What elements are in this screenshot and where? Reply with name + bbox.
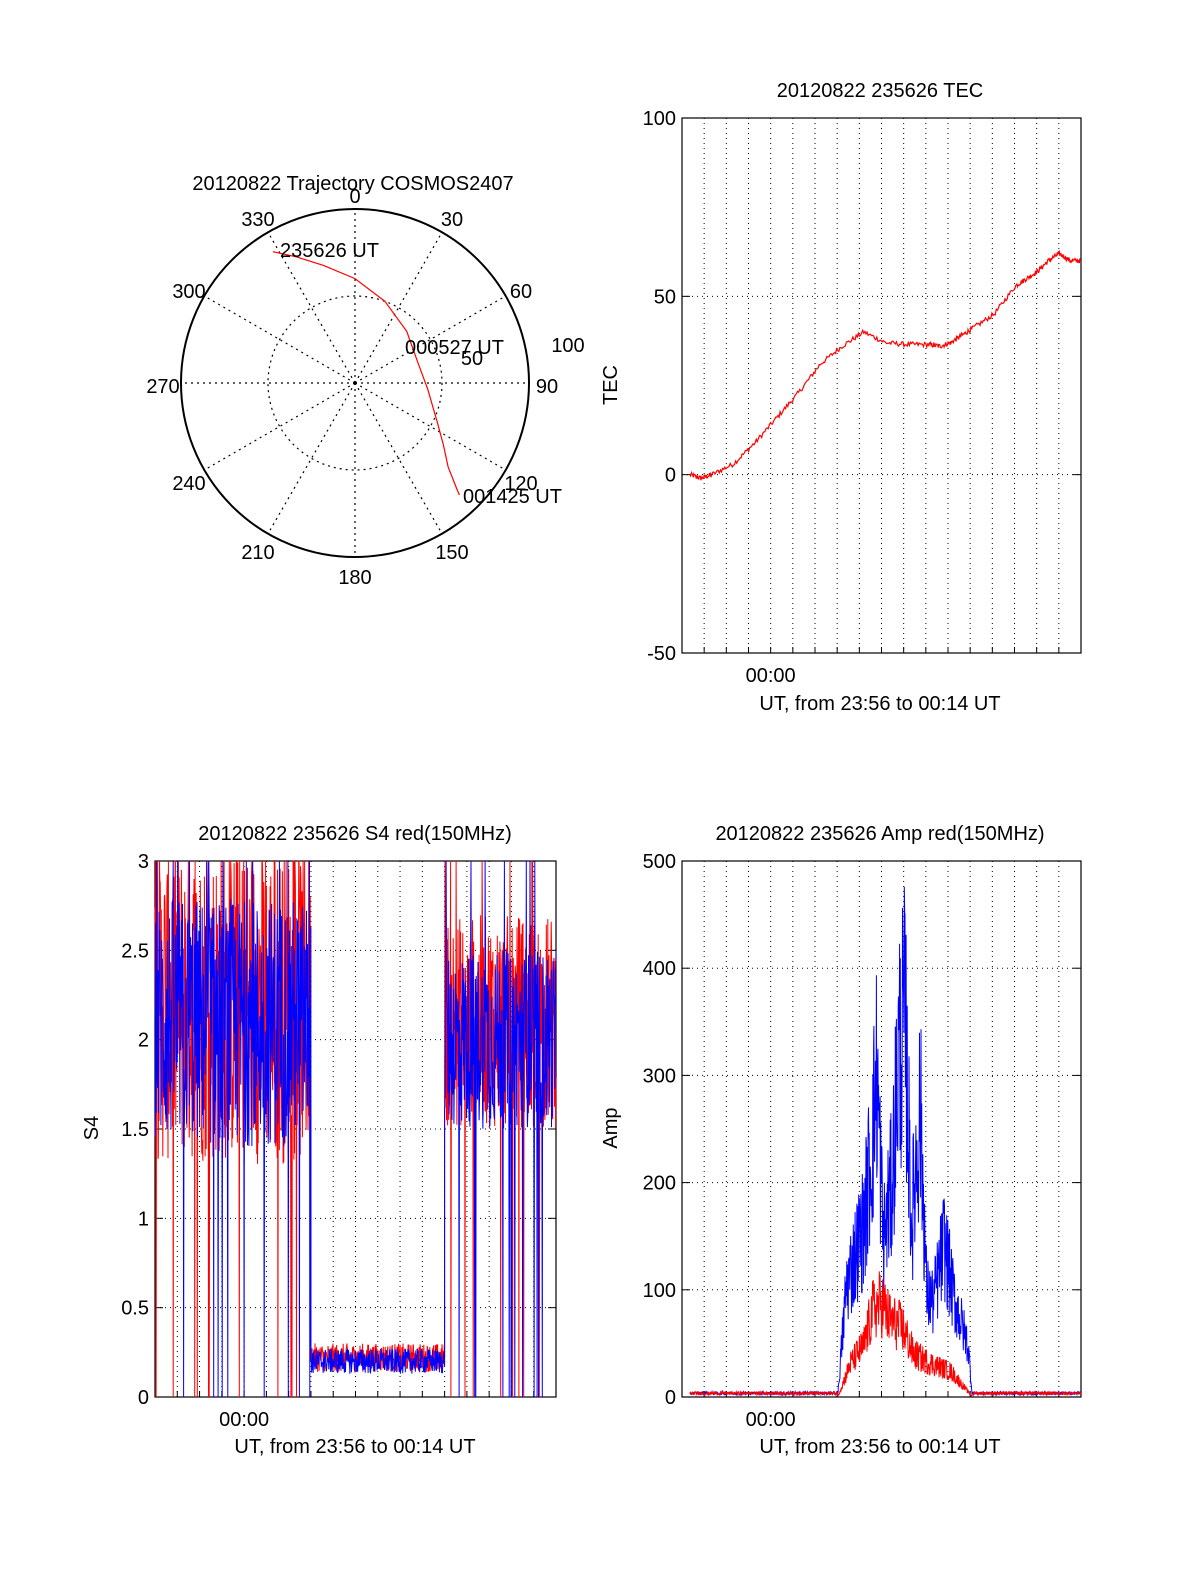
amp-y-tick-label: 100 [643,1280,676,1302]
polar-spoke [204,382,356,471]
s4-y-tick-label: 2.5 [121,940,149,962]
polar-radius-label: 100 [551,335,584,357]
polar-spoke [354,382,443,534]
polar-angle-label: 60 [510,281,532,303]
polar-inner-circle [267,295,443,471]
polar-annotation: 001425 UT [463,486,562,508]
s4-ylabel: S4 [81,1116,103,1140]
polar-annotation: 000527 UT [405,337,504,359]
tec-y-tick-label: 50 [654,286,676,308]
amp-y-tick-label: 400 [643,958,676,980]
polar-angle-label: 150 [435,542,468,564]
polar-angle-label: 270 [146,376,179,398]
s4-x-tick-label: 00:00 [219,1409,269,1431]
s4-title: 20120822 235626 S4 red(150MHz) [198,823,512,845]
polar-angle-label: 210 [241,542,274,564]
polar-angle-label: 180 [338,567,371,589]
s4-xlabel: UT, from 23:56 to 00:14 UT [234,1436,475,1458]
polar-trajectory-chart: 20120822 Trajectory COSMOS2407 0 30 60 90 12… [146,173,584,589]
polar-spoke [354,382,506,471]
polar-spoke [267,232,356,384]
tec-y-tick-label: 100 [643,108,676,130]
s4-y-tick-label: 0 [138,1387,149,1409]
polar-annotation: 235626 UT [280,240,379,262]
polar-angle-label: 300 [172,281,205,303]
polar-angle-label: 240 [172,473,205,495]
tec-frame [681,117,1082,654]
tec-x-tick-label: 00:00 [746,665,796,687]
amp-y-tick-label: 500 [643,851,676,873]
polar-spoke [267,382,356,534]
polar-angle-label: 90 [536,376,558,398]
polar-angle-label: 30 [441,209,463,231]
tec-ylabel: TEC [600,365,622,405]
tec-y-tick-label: 0 [665,465,676,487]
polar-angle-label: 120 [504,473,537,495]
amp-y-tick-label: 0 [665,1387,676,1409]
amp-y-tick-label: 200 [643,1173,676,1195]
tec-y-tick-label: -50 [647,643,676,665]
tec-title: 20120822 235626 TEC [777,80,983,102]
amp-chart: 20120822 235626 Amp red(150MHz) UT, from… [600,823,1082,1458]
polar-spoke [354,295,506,384]
s4-y-tick-label: 1.5 [121,1119,149,1141]
amp-ylabel: Amp [600,1107,622,1148]
polar-outer-circle [180,208,530,558]
polar-trajectory-line [272,251,460,496]
s4-chart: 20120822 235626 S4 red(150MHz) UT, from … [81,823,557,1458]
s4-y-tick-label: 0.5 [121,1298,149,1320]
s4-y-tick-label: 3 [138,851,149,873]
polar-spoke [204,295,356,384]
tec-xlabel: UT, from 23:56 to 00:14 UT [759,693,1000,715]
amp-xlabel: UT, from 23:56 to 00:14 UT [759,1436,1000,1458]
amp-series-1 [689,1271,1082,1398]
tec-line [689,250,1082,481]
polar-angle-label: 330 [241,209,274,231]
s4-y-tick-label: 2 [138,1030,149,1052]
amp-y-tick-label: 300 [643,1065,676,1087]
s4-series-1 [154,860,557,1398]
tec-chart: 20120822 235626 TEC UT, from 23:56 to 00… [600,80,1082,715]
amp-x-tick-label: 00:00 [746,1409,796,1431]
polar-spoke [354,232,443,384]
polar-angle-label: 0 [349,186,360,208]
amp-title: 20120822 235626 Amp red(150MHz) [715,823,1044,845]
amp-frame [681,860,1082,1398]
s4-y-tick-label: 1 [138,1208,149,1230]
polar-title: 20120822 Trajectory COSMOS2407 [192,173,513,195]
polar-radius-label: 50 [461,348,483,370]
